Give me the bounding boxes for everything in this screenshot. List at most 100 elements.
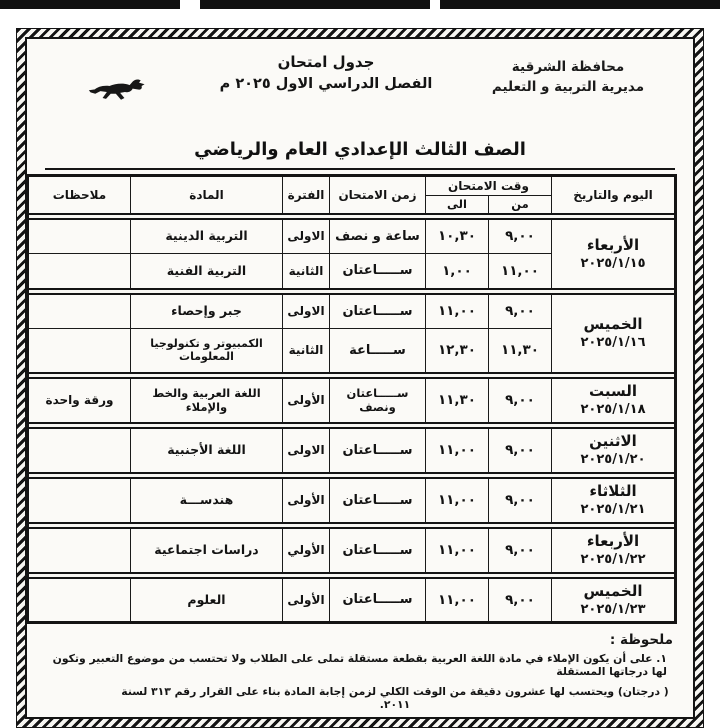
notes-cell xyxy=(26,477,131,523)
period-cell: الأولى xyxy=(281,377,330,423)
document-page: محافظة الشرقية مديرية التربية و التعليم … xyxy=(25,37,695,719)
day-cell: الخميس ٢٠٢٥/١/٢٣ xyxy=(551,577,676,623)
notes-cell xyxy=(26,527,131,573)
footer-notes: ملحوظة : ١. على أن يكون الإملاء في مادة … xyxy=(43,632,677,711)
day-date: ٢٠٢٥/١/١٨ xyxy=(580,402,646,418)
table-row: الأربعاء ٢٠٢٥/١/٢٢ ٩,٠٠ ١١,٠٠ ســـــاعتا… xyxy=(26,527,676,573)
duration-cell: ســـــاعتان xyxy=(328,427,426,473)
note-title: ملحوظة : xyxy=(609,632,673,648)
col-header-to: الى xyxy=(424,195,490,214)
to-cell: ١,٠٠ xyxy=(424,253,490,289)
notes-cell xyxy=(26,293,131,329)
day-name: الأربعاء xyxy=(586,532,640,551)
day-cell: السبت ٢٠٢٥/١/١٨ xyxy=(551,377,676,423)
period-cell: الأولى xyxy=(281,577,330,623)
period-cell: الاولى xyxy=(281,293,330,329)
duration-cell: ســـــاعتان xyxy=(328,527,426,573)
duration-cell: ســـــاعة xyxy=(328,328,426,373)
exam-schedule-table: اليوم والتاريخ وقت الامتحان زمن الامتحان… xyxy=(25,174,677,624)
to-cell: ١١,٠٠ xyxy=(424,477,490,523)
period-cell: الاولى xyxy=(281,218,330,254)
day-cell: الأربعاء ٢٠٢٥/١/٢٢ xyxy=(551,527,676,573)
to-cell: ١١,٣٠ xyxy=(424,377,490,423)
subject-cell: دراسات اجتماعية xyxy=(129,527,283,573)
day-date: ٢٠٢٥/١/١٥ xyxy=(580,255,646,271)
group-separator xyxy=(27,371,676,379)
governorate-block: محافظة الشرقية مديرية التربية و التعليم xyxy=(459,51,677,95)
table-header-row: اليوم والتاريخ وقت الامتحان زمن الامتحان… xyxy=(26,175,676,214)
to-cell: ١١,٠٠ xyxy=(424,577,490,623)
scan-edge-artifact xyxy=(0,0,720,9)
col-header-subject: المادة xyxy=(129,175,283,214)
day-date: ٢٠٢٥/١/٢٠ xyxy=(580,452,646,468)
duration-cell: ســـــاعتان xyxy=(328,577,426,623)
schedule-heading-line2: الفصل الدراسي الاول ٢٠٢٥ م xyxy=(219,76,433,92)
group-separator xyxy=(27,212,676,220)
subject-cell: التربية الدينية xyxy=(129,218,283,254)
notes-cell xyxy=(26,218,131,254)
day-name: الاثنين xyxy=(589,432,637,451)
to-cell: ١٠,٣٠ xyxy=(424,218,490,254)
group-separator xyxy=(27,521,676,529)
col-header-duration: زمن الامتحان xyxy=(328,175,426,214)
subject-cell: العلوم xyxy=(129,577,283,623)
group-separator xyxy=(27,421,676,429)
duration-cell: ســـــاعتان xyxy=(328,293,426,329)
page-title: الصف الثالث الإعدادي العام والرياضي xyxy=(194,139,526,160)
document-header: محافظة الشرقية مديرية التربية و التعليم … xyxy=(43,51,677,111)
day-date: ٢٠٢٥/١/١٦ xyxy=(580,335,646,351)
notes-cell xyxy=(26,577,131,623)
subject-cell: جبر وإحصاء xyxy=(129,293,283,329)
schedule-heading: جدول امتحان الفصل الدراسي الاول ٢٠٢٥ م xyxy=(193,51,459,92)
to-cell: ١١,٠٠ xyxy=(424,527,490,573)
group-separator xyxy=(27,571,676,579)
period-cell: الثانية xyxy=(281,253,330,289)
subject-cell: التربية الفنية xyxy=(129,253,283,289)
period-cell: الاولى xyxy=(281,427,330,473)
table-row: الثلاثاء ٢٠٢٥/١/٢١ ٩,٠٠ ١١,٠٠ ســـــاعتا… xyxy=(26,477,676,523)
col-header-period: الفترة xyxy=(281,175,330,214)
day-name: الثلاثاء xyxy=(589,482,637,501)
table-row: ١١,٠٠ ١,٠٠ ســـــاعتان الثانية التربية ا… xyxy=(26,253,675,289)
table-row: الاثنين ٢٠٢٥/١/٢٠ ٩,٠٠ ١١,٠٠ ســـــاعتان… xyxy=(26,427,676,473)
table-row: السبت ٢٠٢٥/١/١٨ ٩,٠٠ ١١,٣٠ ســـــاعتان و… xyxy=(26,377,676,423)
period-cell: الثانية xyxy=(281,328,330,373)
day-name: الخميس xyxy=(583,581,643,600)
document-frame: محافظة الشرقية مديرية التربية و التعليم … xyxy=(16,28,704,728)
period-cell: الأولي xyxy=(281,527,330,573)
day-date: ٢٠٢٥/١/٢٣ xyxy=(580,602,646,618)
from-cell: ٩,٠٠ xyxy=(488,377,552,423)
day-date: ٢٠٢٥/١/٢٢ xyxy=(580,552,646,568)
notes-cell xyxy=(26,427,131,473)
note-line2: ( درجتان) ويحتسب لها عشرون دقيقة من الوق… xyxy=(121,685,669,711)
schedule-heading-line1: جدول امتحان xyxy=(277,53,375,71)
table-row: الخميس ٢٠٢٥/١/٢٣ ٩,٠٠ ١١,٠٠ ســـــاعتان … xyxy=(26,577,676,623)
duration-cell: ســـــاعتان ونصف xyxy=(328,377,426,423)
day-name: الأربعاء xyxy=(586,235,640,254)
group-separator xyxy=(27,287,676,295)
day-date: ٢٠٢٥/١/٢١ xyxy=(580,502,646,518)
day-cell: الثلاثاء ٢٠٢٥/١/٢١ xyxy=(551,477,676,523)
day-cell: الأربعاء ٢٠٢٥/١/١٥ xyxy=(551,218,676,289)
subject-cell: اللغة العربية والخط والإملاء xyxy=(129,377,283,423)
group-separator xyxy=(27,471,676,479)
table-row: الخميس ٢٠٢٥/١/١٦ ٩,٠٠ ١١,٠٠ ســـــاعتان … xyxy=(26,293,676,373)
to-cell: ١٢,٣٠ xyxy=(424,328,490,373)
from-cell: ٩,٠٠ xyxy=(488,577,552,623)
col-header-from: من xyxy=(488,195,552,214)
subject-cell: هندســـة xyxy=(129,477,283,523)
horse-logo-icon xyxy=(86,77,150,111)
subject-cell: اللغة الأجنبية xyxy=(129,427,283,473)
table-row: ١١,٣٠ ١٢,٣٠ ســـــاعة الثانية الكمبيوتر … xyxy=(26,328,675,373)
from-cell: ١١,٣٠ xyxy=(488,328,552,373)
governorate-name: محافظة الشرقية xyxy=(511,59,625,75)
notes-cell xyxy=(26,253,131,289)
directorate-name: مديرية التربية و التعليم xyxy=(491,79,645,95)
day-cell: الخميس ٢٠٢٥/١/١٦ xyxy=(551,293,676,373)
day-cell: الاثنين ٢٠٢٥/١/٢٠ xyxy=(551,427,676,473)
from-cell: ١١,٠٠ xyxy=(488,253,552,289)
duration-cell: ســـــاعتان xyxy=(328,253,426,289)
notes-cell xyxy=(26,328,131,373)
col-header-day: اليوم والتاريخ xyxy=(551,175,676,214)
from-cell: ٩,٠٠ xyxy=(488,427,552,473)
